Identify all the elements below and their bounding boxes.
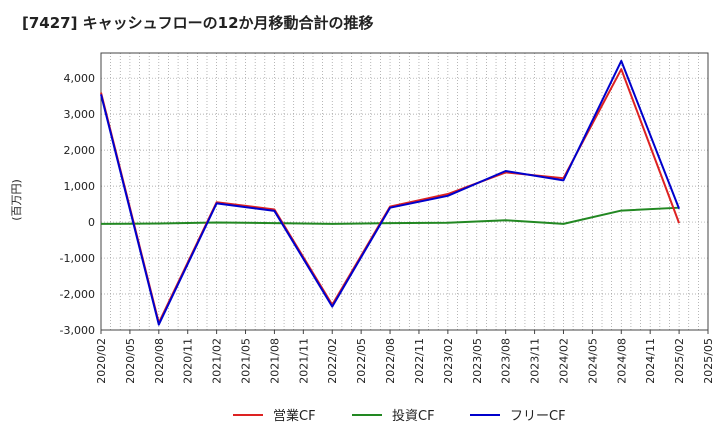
x-tick-label: 2025/02 (673, 338, 686, 384)
x-tick-label: 2024/11 (644, 338, 657, 384)
x-tick-label: 2021/02 (211, 338, 224, 384)
x-tick-label: 2024/02 (557, 338, 570, 384)
y-tick-label: 1,000 (64, 180, 96, 193)
legend-label-2: フリーCF (510, 409, 566, 424)
y-tick-label: 3,000 (64, 108, 96, 121)
y-tick-label: 2,000 (64, 144, 96, 157)
x-tick-label: 2021/11 (297, 338, 310, 384)
x-tick-label: 2024/05 (586, 338, 599, 384)
x-tick-label: 2022/02 (326, 338, 339, 384)
x-tick-label: 2023/08 (500, 338, 513, 384)
x-tick-label: 2023/02 (442, 338, 455, 384)
y-tick-label: -2,000 (60, 288, 95, 301)
x-tick-label: 2021/08 (268, 338, 281, 384)
x-tick-label: 2025/05 (702, 338, 715, 384)
x-tick-label: 2021/05 (240, 338, 253, 384)
y-tick-label: 0 (88, 216, 95, 229)
x-tick-label: 2024/08 (615, 338, 628, 384)
x-tick-label: 2023/05 (471, 338, 484, 384)
axes: -3,000 -2,000 -1,000 0 1,000 2,000 3,000 4,000 2… (60, 52, 715, 384)
x-tick-label: 2022/11 (413, 338, 426, 384)
x-tick-label: 2020/11 (182, 338, 195, 384)
chart-title: [7427] キャッシュフローの12か月移動合計の推移 (22, 14, 374, 32)
y-tick-label: -3,000 (60, 324, 95, 337)
x-tick-label: 2022/05 (355, 338, 368, 384)
x-tick-label: 2022/08 (384, 338, 397, 384)
y-axis-label: (百万円) (10, 179, 23, 221)
legend-label-0: 営業CF (273, 408, 316, 424)
x-tick-label: 2023/11 (529, 338, 542, 384)
series-line-2 (100, 59, 681, 326)
legend: 営業CF 投資CF フリーCF (233, 408, 566, 424)
series-lines (100, 59, 681, 326)
x-tick-label: 2020/02 (95, 338, 108, 384)
plot-frame (100, 52, 709, 331)
y-tick-label: -1,000 (60, 252, 95, 265)
x-tick-label: 2020/05 (124, 338, 137, 384)
x-tick-label: 2020/08 (153, 338, 166, 384)
y-tick-label: 4,000 (64, 72, 96, 85)
grid-lines (100, 53, 709, 331)
legend-label-1: 投資CF (392, 408, 435, 424)
series-line-1 (100, 206, 680, 225)
